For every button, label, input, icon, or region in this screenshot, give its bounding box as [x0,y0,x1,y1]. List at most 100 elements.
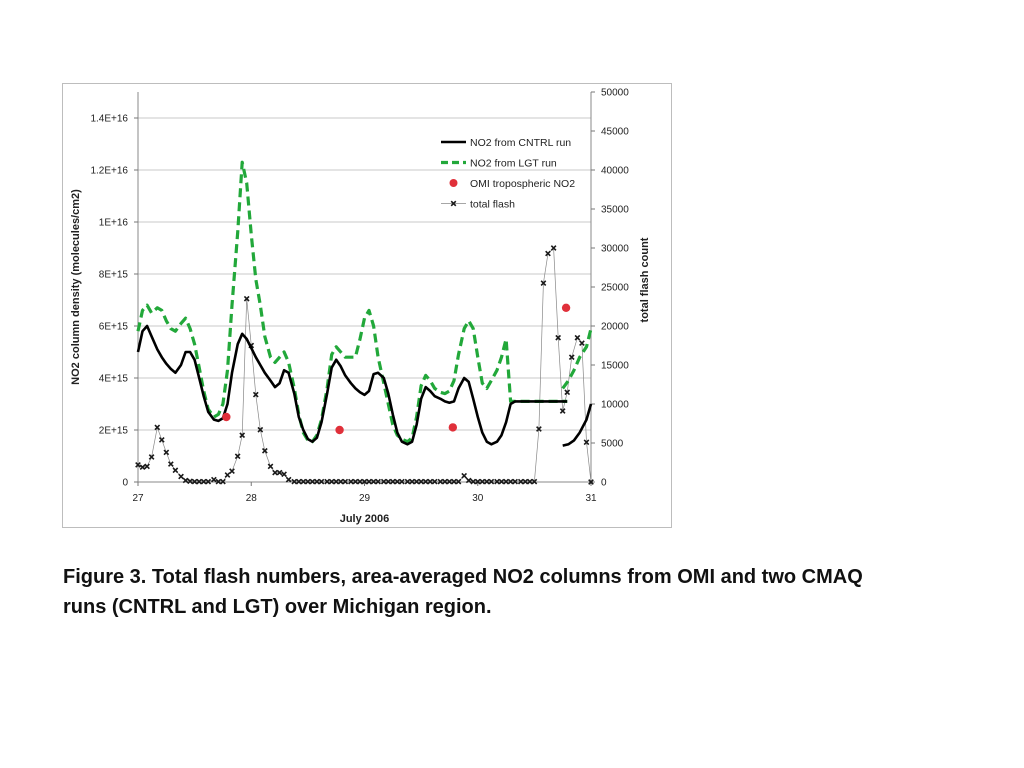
total-flash-point [172,467,179,474]
total-flash-point [461,472,468,479]
total-flash-point [380,478,387,485]
total-flash-point [154,424,161,431]
total-flash-point [158,437,165,443]
y-tick-label: 0 [122,478,128,489]
total-flash-point [455,478,462,485]
y2-tick-label: 5000 [601,439,624,450]
total-flash-point [215,478,222,485]
total-flash-point [348,478,354,485]
x-tick-label: 30 [472,493,484,504]
legend-swatch-omi [449,179,458,187]
total-flash-point [583,439,590,446]
gridlines [138,117,591,431]
total-flash-point [234,453,241,460]
total-flash-point [187,478,193,485]
total-flash-point [135,461,141,468]
total-flash-point [559,408,566,414]
total-flash-point [574,334,581,341]
total-flash-point [361,478,368,485]
left-axis-ticks: 0 2E+15 4E+15 6E+15 8E+15 1E+16 1.2E+16 1.4E+16 [90,114,138,489]
series-lgt-tail [561,328,593,390]
figure-caption: Figure 3. Total flash numbers, area-aver… [63,566,863,618]
legend-label: total flash [470,199,515,211]
total-flash-point [144,463,150,470]
total-flash-point [422,478,429,485]
x-tick-label: 29 [359,493,371,504]
total-flash-point [404,478,411,485]
total-flash-point [531,478,538,485]
total-flash-point [488,478,495,485]
x-tick-label: 27 [132,493,144,504]
total-flash-point [545,250,551,257]
total-flash-point [267,463,274,470]
omi-point [561,303,571,312]
total-flash-point [366,478,372,485]
total-flash-point [555,334,562,341]
total-flash-point [182,477,189,484]
total-flash-point [272,469,278,476]
y2-tick-label: 45000 [601,127,629,138]
total-flash-point [295,478,302,485]
total-flash-point [474,478,481,485]
y2-tick-label: 50000 [601,88,629,99]
total-flash-point [191,478,198,485]
series-cntrl-line [136,324,568,446]
total-flash-point [291,478,298,485]
total-flash-point [281,471,287,478]
total-flash-point [139,464,146,471]
total-flash-point [200,478,207,485]
x-axis-ticks: 27 28 29 30 31 [132,482,597,504]
total-flash-point [413,478,420,485]
total-flash-point [498,478,505,485]
y2-axis-label: total flash count [639,237,651,322]
total-flash-point [318,478,325,485]
total-flash-point [324,478,330,485]
y2-tick-label: 35000 [601,205,629,216]
chart-plot: 0 2E+15 4E+15 6E+15 8E+15 1E+16 1.2E+16 1.4E+16… [70,88,651,526]
series [135,160,594,485]
y-axis-label: NO2 column density (molecules/cm2) [70,189,82,385]
total-flash-point [309,478,316,485]
total-flash-point [314,478,320,485]
total-flash-point [328,478,335,485]
total-flash-point [370,478,377,485]
total-flash-point [564,389,571,396]
total-flash-point [229,468,235,474]
total-flash-point [375,478,381,485]
y-tick-label: 6E+15 [99,322,129,333]
total-flash-point [167,461,174,467]
total-flash-point [579,340,585,347]
y2-tick-label: 0 [601,478,607,489]
legend: NO2 from CNTRL run NO2 from LGT run OMI tr… [441,137,575,211]
series-cntrl-tail [562,403,593,447]
total-flash-point [437,478,444,485]
omi-point [335,425,344,435]
y2-tick-label: 20000 [601,322,629,333]
total-flash-point [568,354,575,361]
y2-tick-label: 15000 [601,361,629,372]
total-flash-point [431,478,438,485]
total-flash-point [588,479,594,485]
total-flash-point [540,280,547,286]
y2-tick-label: 10000 [601,400,629,411]
y2-tick-label: 40000 [601,166,629,177]
y2-tick-label: 25000 [601,283,629,294]
total-flash-point [427,478,434,485]
total-flash-point [148,454,155,460]
total-flash-point [389,478,396,485]
total-flash-point [409,478,415,485]
right-axis-ticks: 0 5000 10000 15000 20000 25000 30000 35000 40000… [591,88,629,489]
total-flash-point [285,476,292,483]
total-flash-point [385,478,392,485]
total-flash-point [357,478,363,485]
total-flash-point [257,426,264,433]
total-flash-point [522,478,529,485]
total-flash-point [451,478,457,485]
legend-swatch-flash-marker [450,200,457,207]
omi-point [222,412,231,422]
total-flash-point [479,478,486,485]
total-flash-point [252,391,259,398]
axes [137,92,592,483]
total-flash-point [342,478,349,485]
x-tick-label: 31 [585,493,597,504]
